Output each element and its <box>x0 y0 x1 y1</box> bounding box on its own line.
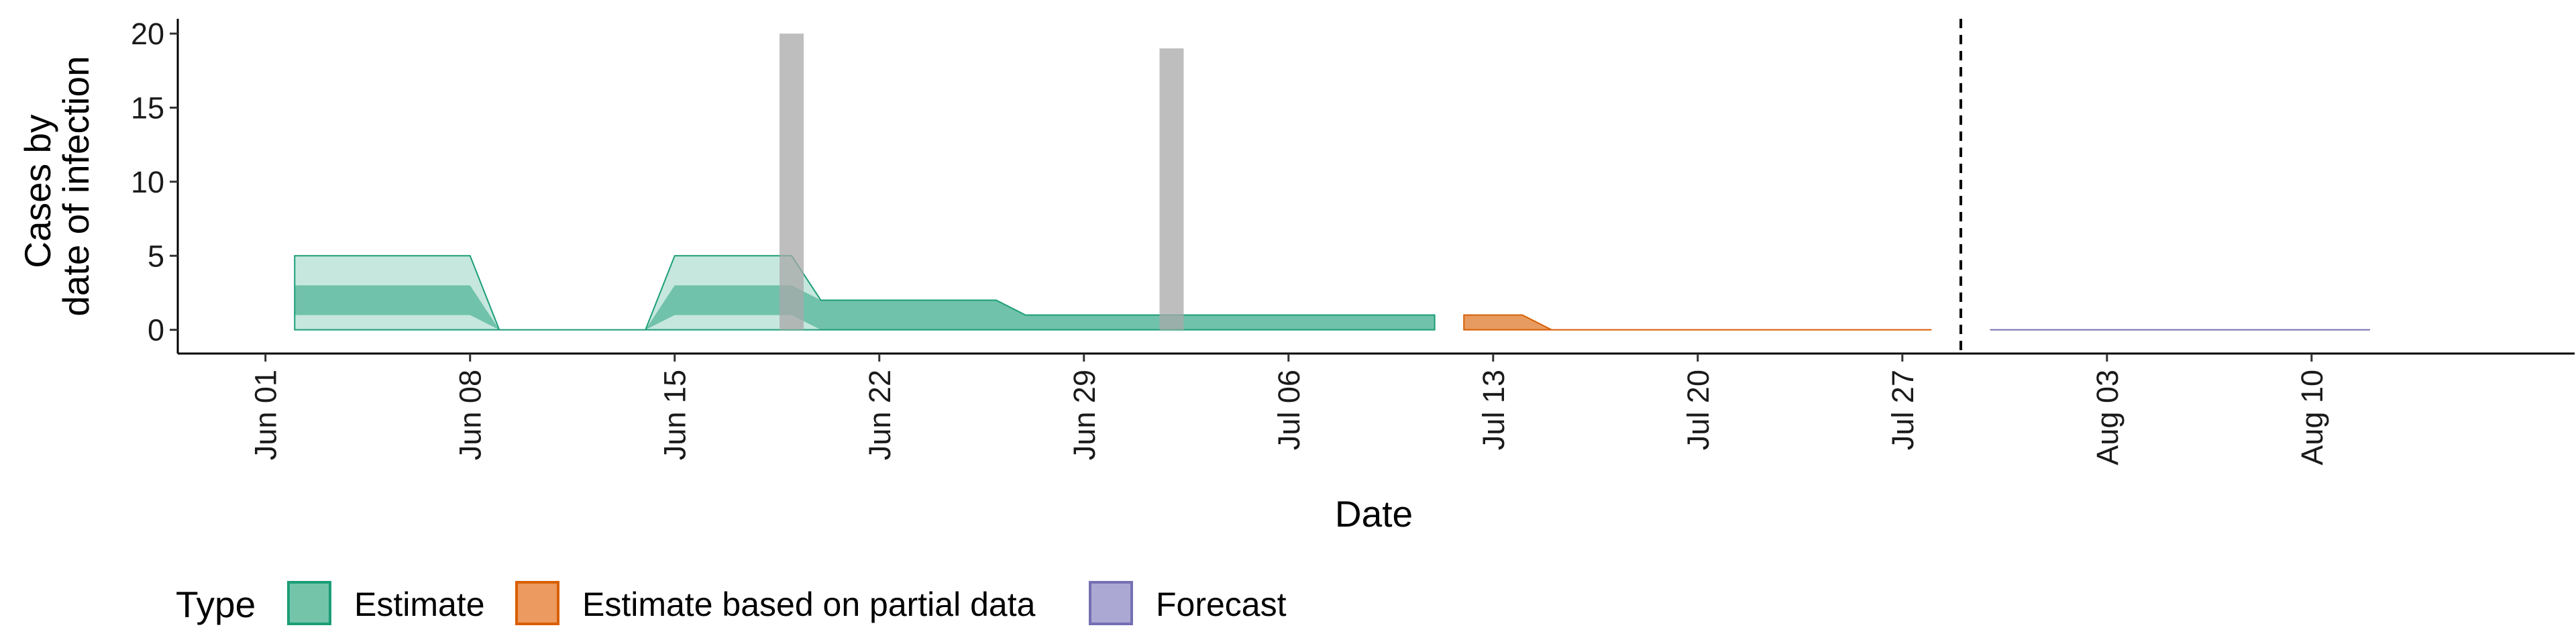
y-tick-label-5: 5 <box>148 239 164 273</box>
legend-label-1: Estimate based on partial data <box>582 586 1036 623</box>
x-tick-label-4: Jun 29 <box>1067 370 1102 460</box>
x-tick-label-10: Aug 10 <box>2295 370 2329 466</box>
estimate-based-on-partial-data-band-50-0 <box>1464 315 1932 330</box>
x-tick-label-7: Jul 20 <box>1681 370 1715 450</box>
x-tick-label-2: Jun 15 <box>658 370 692 460</box>
y-tick-label-10: 10 <box>131 165 164 199</box>
y-tick-label-0: 0 <box>148 313 164 347</box>
y-axis-title: Cases by date of infection <box>17 56 97 316</box>
x-tick-label-0: Jun 01 <box>249 370 283 460</box>
legend-label-0: Estimate <box>354 586 485 623</box>
y-axis-title-line-2: date of infection <box>55 56 97 316</box>
estimate-band-50-0 <box>294 285 1435 330</box>
legend-key-0 <box>287 581 331 625</box>
plot-area <box>294 19 2370 354</box>
x-tick-label-3: Jun 22 <box>863 370 897 460</box>
x-tick-label-9: Aug 03 <box>2090 370 2125 466</box>
x-tick-label-5: Jul 06 <box>1272 370 1306 450</box>
y-tick-label-20: 20 <box>131 17 164 51</box>
reported-cases-bar-0 <box>780 34 804 330</box>
y-tick-label-15: 15 <box>131 91 164 125</box>
reported-cases-bar-1 <box>1159 48 1184 330</box>
y-axis-title-line-1: Cases by <box>17 114 58 268</box>
x-tick-label-1: Jun 08 <box>453 370 488 460</box>
axes: 0 5 10 15 20 Jun 01 Jun 08 Jun 15 Jun 22 Jun 29 Ju… <box>131 17 2575 466</box>
legend: Type Estimate Estimate based on partial d… <box>176 581 1287 625</box>
x-tick-label-6: Jul 13 <box>1477 370 1511 450</box>
x-tick-label-8: Jul 27 <box>1886 370 1920 450</box>
x-axis-title: Date <box>1335 493 1413 535</box>
legend-key-1 <box>515 581 559 625</box>
legend-title: Type <box>176 584 256 625</box>
legend-label-2: Forecast <box>1156 586 1287 623</box>
legend-key-2 <box>1089 581 1133 625</box>
